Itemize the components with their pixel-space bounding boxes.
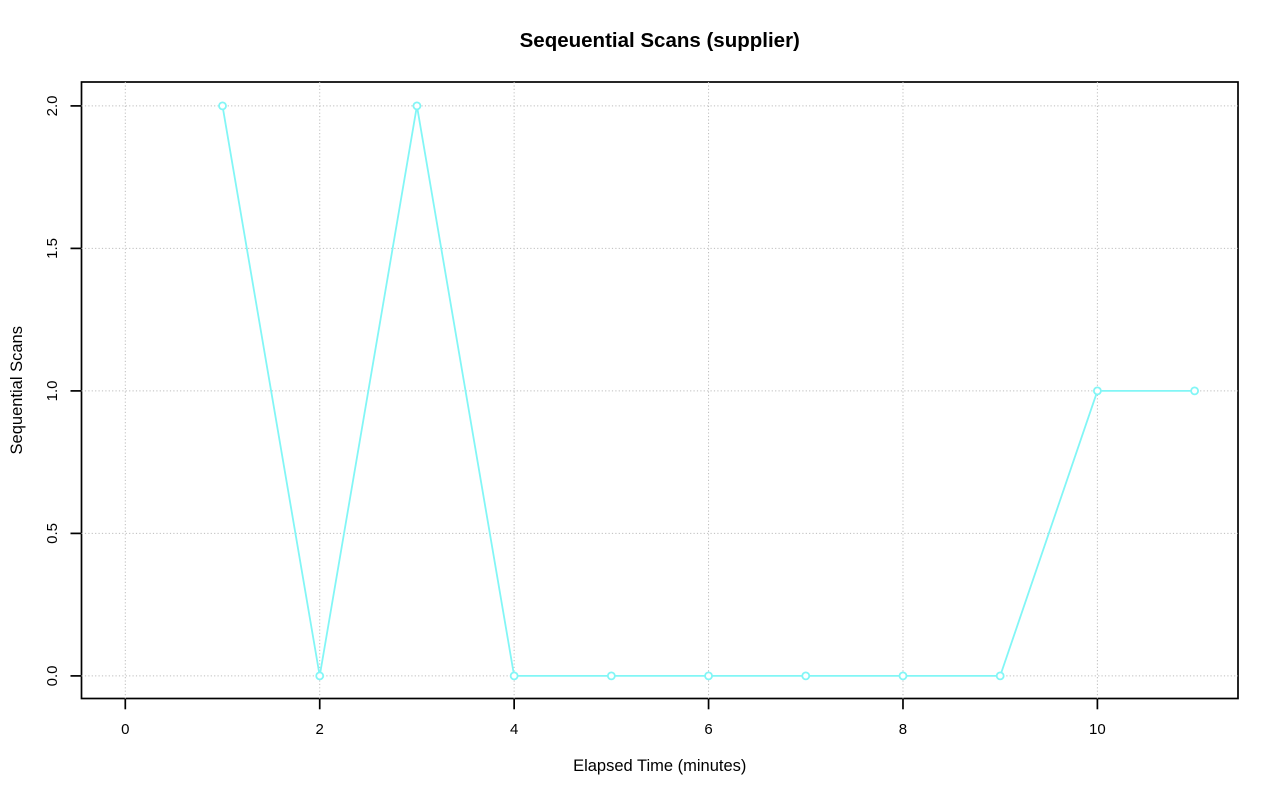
svg-text:8: 8 — [899, 721, 907, 738]
svg-text:0.5: 0.5 — [44, 523, 61, 544]
svg-text:6: 6 — [704, 721, 712, 738]
svg-text:1.5: 1.5 — [44, 238, 61, 259]
svg-text:0: 0 — [121, 721, 129, 738]
svg-text:Sequential Scans: Sequential Scans — [8, 326, 26, 454]
svg-text:2: 2 — [316, 721, 324, 738]
svg-text:Elapsed Time (minutes): Elapsed Time (minutes) — [573, 757, 746, 775]
svg-text:2.0: 2.0 — [44, 95, 61, 116]
svg-text:0.0: 0.0 — [44, 665, 61, 686]
svg-text:10: 10 — [1089, 721, 1106, 738]
svg-text:1.0: 1.0 — [44, 380, 61, 401]
svg-text:4: 4 — [510, 721, 518, 738]
svg-text:Seqeuential Scans (supplier): Seqeuential Scans (supplier) — [520, 29, 800, 52]
